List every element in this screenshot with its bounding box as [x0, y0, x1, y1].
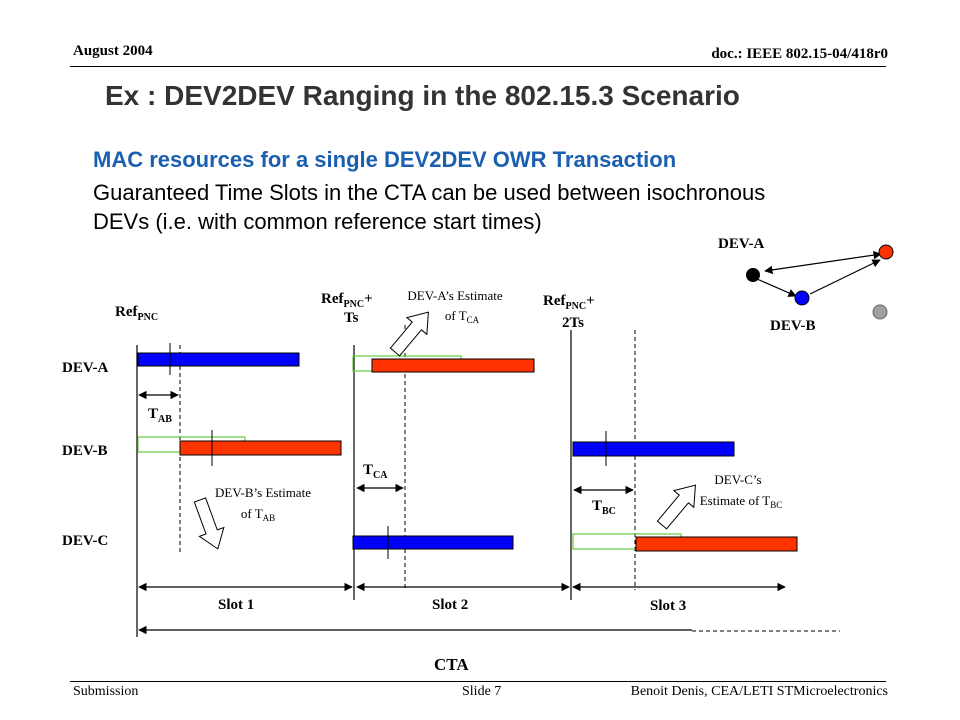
topology-inset: DEV-A DEV-B	[718, 236, 894, 334]
header-rule	[70, 66, 886, 67]
mini-node-dev-c	[878, 244, 894, 260]
bar-slot1-dev-a-tx	[137, 352, 300, 367]
bar-slot1-dev-b-rx	[179, 440, 342, 456]
estimate-dev-b-line1: DEV-B’s Estimate	[215, 485, 311, 500]
estimate-dev-a-line2: of TCA	[445, 308, 480, 325]
t-label-ca: TCA	[363, 462, 388, 481]
t-label-bc: TBC	[592, 498, 616, 517]
mini-dev-b-label: DEV-B	[770, 318, 816, 334]
footer-author: Benoit Denis, CEA/LETI STMicroelectronic…	[630, 684, 888, 699]
callout-arrow-dev-a	[389, 311, 429, 357]
header-doc-id: doc.: IEEE 802.15-04/418r0	[711, 46, 888, 62]
mini-dev-a-label: DEV-A	[718, 236, 765, 252]
body-line-1: Guaranteed Time Slots in the CTA can be …	[93, 180, 766, 205]
bar-slot3-dev-b-tx	[572, 441, 735, 457]
bar-slot2-dev-c-tx	[352, 535, 514, 550]
mini-link-b-c	[809, 259, 881, 295]
footer-submission: Submission	[73, 684, 139, 699]
slot-1-label: Slot 1	[218, 597, 254, 613]
ref-label-1: RefPNC	[115, 304, 158, 323]
bar-slot3-dev-c-rx	[635, 536, 798, 552]
ref-label-2-line2: Ts	[344, 310, 359, 326]
bar-slot2-dev-a-rx	[371, 358, 535, 373]
mini-node-dev-a	[746, 268, 760, 282]
ref-label-3: RefPNC+	[543, 293, 595, 312]
ref-label-3-line2: 2Ts	[562, 315, 584, 331]
row-label-dev-b: DEV-B	[62, 443, 108, 459]
body-heading: MAC resources for a single DEV2DEV OWR T…	[93, 147, 677, 172]
mini-link-a-c	[764, 250, 882, 275]
estimate-dev-a-line1: DEV-A’s Estimate	[407, 288, 502, 303]
footer-slide-number: Slide 7	[462, 684, 502, 699]
cta-label: CTA	[434, 655, 469, 674]
ref-label-2: RefPNC+	[321, 291, 373, 310]
slot-2-label: Slot 2	[432, 597, 468, 613]
estimate-dev-c-line1: DEV-C’s	[714, 472, 761, 487]
body-line-2: DEVs (i.e. with common reference start t…	[93, 209, 542, 234]
header-date: August 2004	[73, 43, 153, 59]
row-label-dev-a: DEV-A	[62, 360, 109, 376]
footer-rule	[70, 681, 886, 682]
row-label-dev-c: DEV-C	[62, 533, 108, 549]
estimate-dev-b-line2: of TAB	[241, 506, 275, 523]
callout-arrow-dev-c	[656, 484, 696, 530]
mini-node-other	[872, 304, 888, 320]
mini-link-a-b	[756, 278, 797, 297]
estimate-dev-c-line2: Estimate of TBC	[700, 493, 783, 510]
slide-title: Ex : DEV2DEV Ranging in the 802.15.3 Sce…	[105, 80, 740, 111]
t-label-ab: TAB	[148, 406, 172, 425]
callout-arrow-dev-b	[193, 497, 225, 550]
mini-node-dev-b	[794, 290, 810, 306]
slot-3-label: Slot 3	[650, 598, 686, 614]
